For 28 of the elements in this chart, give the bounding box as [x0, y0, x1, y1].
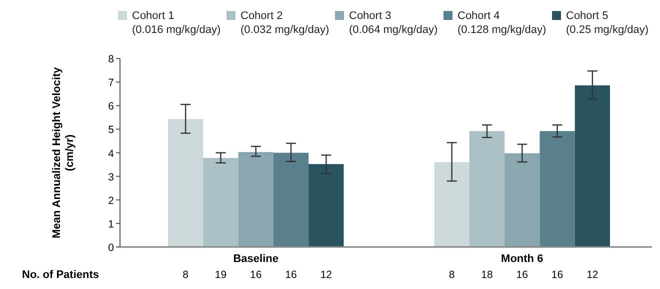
- text: 16: [551, 269, 564, 281]
- legend-label: Cohort 4 (0.128 mg/kg/day): [458, 10, 546, 36]
- y-tick-label: 7: [108, 77, 114, 90]
- x-tick-label: Month 6: [501, 253, 544, 265]
- y-tick-label: 3: [108, 171, 114, 184]
- text: 16: [516, 269, 528, 281]
- y-tick-label: 0: [108, 242, 114, 254]
- legend-label: Cohort 2 (0.032 mg/kg/day): [240, 10, 330, 36]
- y-tick-label: 5: [108, 124, 114, 136]
- y-tick-label: 1: [108, 218, 114, 230]
- x-tick-label: Baseline: [233, 253, 278, 265]
- legend-label: Cohort 5 (0.25 mg/kg/day): [566, 10, 649, 36]
- text: 16: [285, 269, 298, 281]
- text: No. of Patients: [22, 269, 100, 281]
- text: 19: [214, 269, 227, 281]
- text: 18: [481, 269, 493, 281]
- legend-label: Cohort 3 (0.064 mg/kg/day): [349, 10, 438, 36]
- legend-label: Cohort 1 (0.016 mg/kg/day): [132, 10, 221, 36]
- y-tick-label: 4: [108, 148, 114, 160]
- y-axis-title: Mean Annualized Height Velocity (cm/yr): [51, 66, 76, 238]
- text: 12: [320, 269, 332, 281]
- text: 16: [250, 269, 262, 281]
- text: 8: [182, 269, 189, 281]
- y-tick-label: 2: [108, 194, 114, 207]
- text: 12: [586, 269, 598, 281]
- y-tick-label: 8: [108, 54, 114, 66]
- y-tick-label: 6: [108, 100, 114, 113]
- text: 8: [448, 269, 455, 281]
